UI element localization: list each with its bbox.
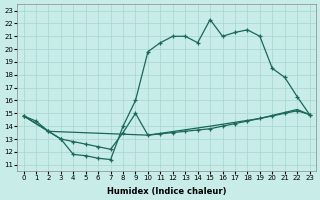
X-axis label: Humidex (Indice chaleur): Humidex (Indice chaleur) — [107, 187, 226, 196]
